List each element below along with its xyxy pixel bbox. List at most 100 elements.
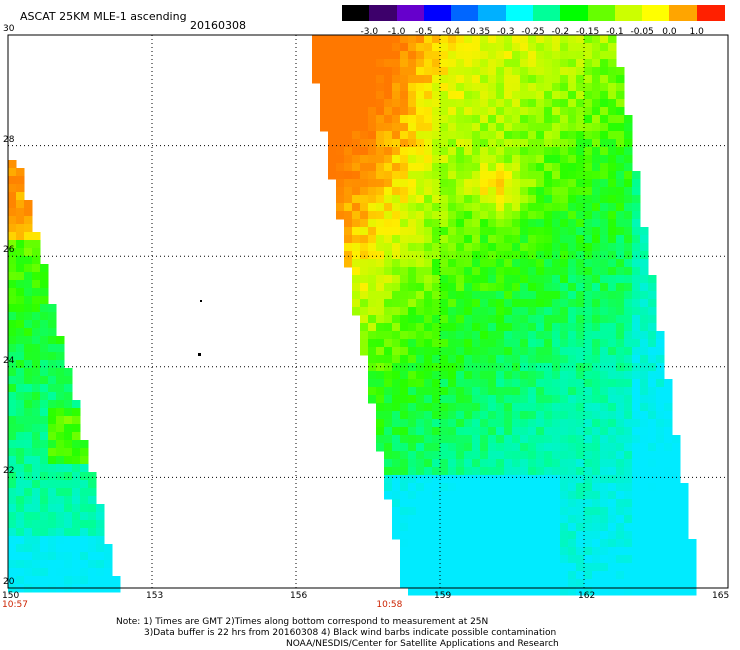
swath-cell bbox=[648, 307, 657, 316]
swath-cell bbox=[640, 571, 649, 580]
swath-cell bbox=[448, 387, 457, 396]
swath-cell bbox=[344, 251, 353, 260]
swath-cell bbox=[680, 571, 689, 580]
swath-cell bbox=[408, 347, 417, 356]
swath-cell bbox=[344, 59, 353, 68]
swath-cell bbox=[512, 475, 521, 484]
swath-cell bbox=[448, 475, 457, 484]
swath-cell bbox=[528, 547, 537, 556]
swath-cell bbox=[88, 496, 97, 505]
swath-cell bbox=[400, 243, 409, 252]
swath-cell bbox=[40, 520, 49, 529]
swath-cell bbox=[600, 555, 609, 564]
swath-cell bbox=[520, 467, 529, 476]
swath-cell bbox=[408, 307, 417, 316]
swath-cell bbox=[464, 547, 473, 556]
swath-cell bbox=[552, 499, 561, 508]
swath-cell bbox=[608, 483, 617, 492]
swath-cell bbox=[424, 427, 433, 436]
swath-cell bbox=[576, 187, 585, 196]
swath-cell bbox=[552, 91, 561, 100]
swath-cell bbox=[496, 43, 505, 52]
swath-cell bbox=[352, 123, 361, 132]
swath-cell bbox=[472, 507, 481, 516]
swath-cell bbox=[640, 419, 649, 428]
swath-cell bbox=[448, 507, 457, 516]
swath-cell bbox=[528, 123, 537, 132]
swath-cell bbox=[488, 459, 497, 468]
swath-cell bbox=[528, 51, 537, 60]
swath-cell bbox=[568, 451, 577, 460]
swath-cell bbox=[520, 371, 529, 380]
swath-cell bbox=[64, 568, 73, 577]
swath-cell bbox=[392, 179, 401, 188]
swath-cell bbox=[536, 539, 545, 548]
swath-cell bbox=[576, 571, 585, 580]
swath-cell bbox=[368, 283, 377, 292]
swath-cell bbox=[392, 379, 401, 388]
swath-cell bbox=[584, 67, 593, 76]
swath-cell bbox=[560, 411, 569, 420]
swath-cell bbox=[448, 467, 457, 476]
swath-cell bbox=[656, 339, 665, 348]
swath-cell bbox=[408, 539, 417, 548]
swath-cell bbox=[440, 107, 449, 116]
swath-cell bbox=[408, 283, 417, 292]
swath-cell bbox=[544, 179, 553, 188]
swath-cell bbox=[360, 219, 369, 228]
swath-cell bbox=[624, 499, 633, 508]
swath-cell bbox=[520, 339, 529, 348]
swath-cell bbox=[536, 419, 545, 428]
swath-cell bbox=[8, 520, 17, 529]
swath-cell bbox=[32, 320, 41, 329]
swath-cell bbox=[520, 147, 529, 156]
swath-cell bbox=[512, 507, 521, 516]
swath-cell bbox=[544, 195, 553, 204]
swath-cell bbox=[376, 195, 385, 204]
swath-cell bbox=[600, 571, 609, 580]
swath-cell bbox=[512, 323, 521, 332]
swath-cell bbox=[8, 360, 17, 369]
swath-cell bbox=[456, 187, 465, 196]
swath-cell bbox=[376, 211, 385, 220]
swath-cell bbox=[80, 440, 89, 449]
swath-cell bbox=[8, 232, 17, 241]
swath-cell bbox=[648, 379, 657, 388]
swath-cell bbox=[352, 179, 361, 188]
swath-cell bbox=[24, 280, 33, 289]
swath-cell bbox=[584, 555, 593, 564]
swath-cell bbox=[552, 579, 561, 588]
swath-cell bbox=[48, 392, 57, 401]
swath-cell bbox=[424, 563, 433, 572]
swath-cell bbox=[520, 395, 529, 404]
swath-cell bbox=[616, 387, 625, 396]
swath-cell bbox=[376, 331, 385, 340]
swath-cell bbox=[472, 339, 481, 348]
swath-cell bbox=[568, 227, 577, 236]
swath-cell bbox=[560, 563, 569, 572]
swath-cell bbox=[488, 51, 497, 60]
swath-cell bbox=[16, 560, 25, 569]
swath-cell bbox=[536, 531, 545, 540]
swath-cell bbox=[472, 219, 481, 228]
swath-cell bbox=[456, 75, 465, 84]
swath-cell bbox=[664, 539, 673, 548]
swath-cell bbox=[48, 480, 57, 489]
swath-cell bbox=[408, 59, 417, 68]
swath-cell bbox=[392, 411, 401, 420]
swath-cell bbox=[616, 371, 625, 380]
swath-cell bbox=[520, 387, 529, 396]
swath-cell bbox=[648, 275, 657, 284]
swath-cell bbox=[384, 331, 393, 340]
colorbar-tick-label: -0.4 bbox=[442, 27, 460, 37]
swath-cell bbox=[8, 344, 17, 353]
swath-cell bbox=[8, 496, 17, 505]
swath-cell bbox=[368, 147, 377, 156]
swath-cell bbox=[432, 243, 441, 252]
swath-cell bbox=[496, 307, 505, 316]
swath-cell bbox=[496, 459, 505, 468]
swath-cell bbox=[424, 435, 433, 444]
swath-cell bbox=[432, 43, 441, 52]
swath-cell bbox=[616, 531, 625, 540]
swath-cell bbox=[624, 235, 633, 244]
